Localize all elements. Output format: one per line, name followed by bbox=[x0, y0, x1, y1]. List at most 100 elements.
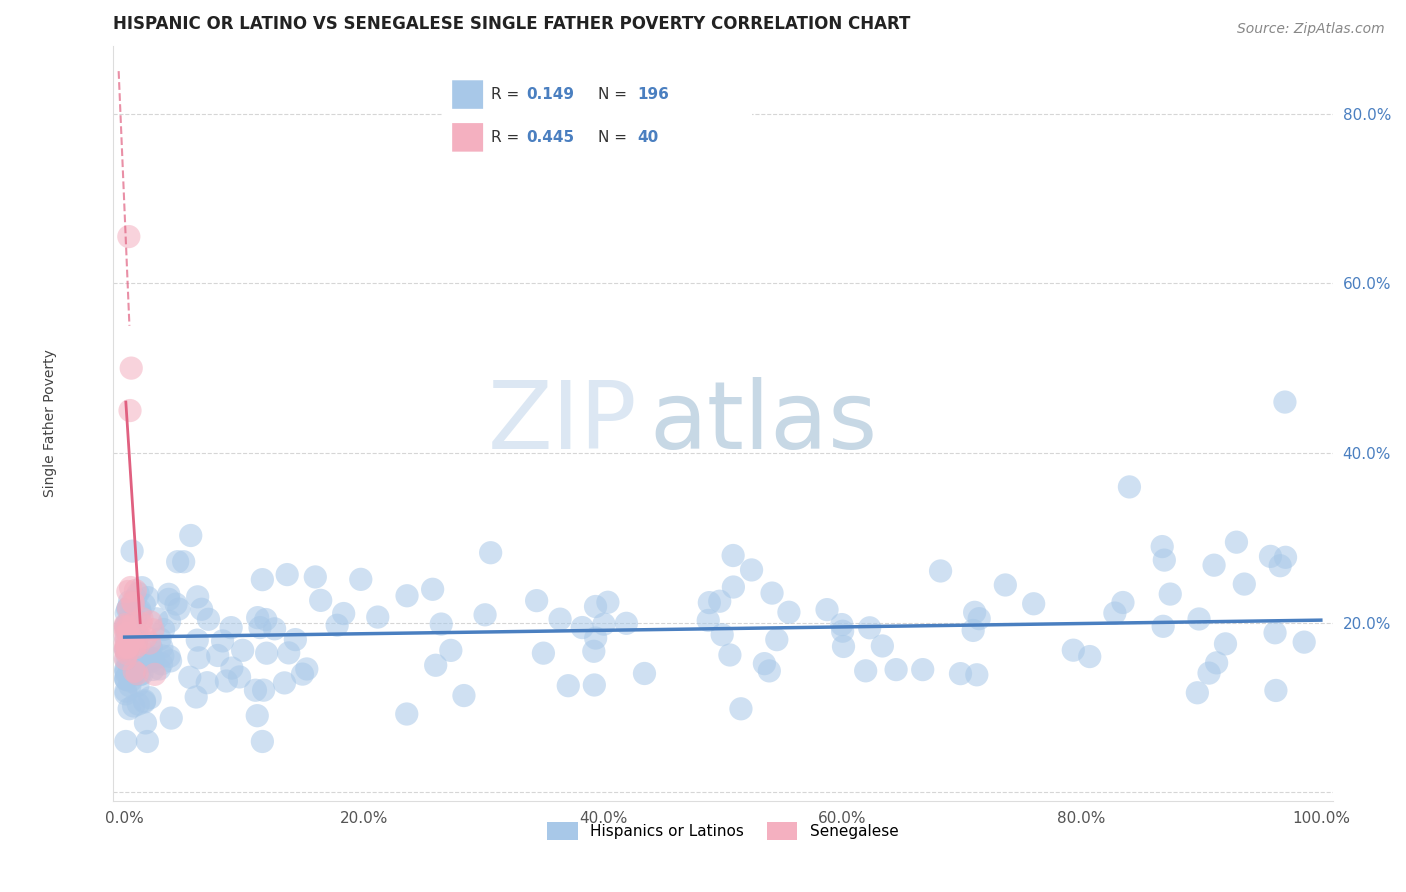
Point bbox=[118, 679, 141, 693]
Point bbox=[125, 661, 148, 675]
Point bbox=[832, 640, 855, 654]
Point bbox=[195, 675, 218, 690]
Point bbox=[1062, 643, 1084, 657]
Point bbox=[124, 583, 146, 598]
Point bbox=[166, 555, 188, 569]
Point bbox=[165, 597, 187, 611]
Point bbox=[139, 651, 162, 665]
Point bbox=[1274, 395, 1296, 409]
Point bbox=[115, 606, 138, 620]
Point bbox=[118, 665, 141, 679]
Point bbox=[122, 698, 145, 713]
Point bbox=[304, 570, 326, 584]
Point bbox=[765, 632, 787, 647]
Point bbox=[219, 621, 242, 635]
Point bbox=[263, 622, 285, 636]
Point bbox=[114, 652, 136, 666]
Point bbox=[1022, 597, 1045, 611]
Point bbox=[1159, 587, 1181, 601]
Point bbox=[128, 628, 150, 642]
Text: N =: N = bbox=[598, 130, 627, 145]
Point bbox=[709, 594, 731, 608]
Point bbox=[422, 582, 444, 597]
Point bbox=[1188, 612, 1211, 626]
Point bbox=[276, 567, 298, 582]
Point bbox=[114, 619, 136, 633]
Point bbox=[136, 734, 159, 748]
Point bbox=[138, 636, 160, 650]
Point bbox=[966, 667, 988, 681]
Point bbox=[117, 654, 139, 668]
Point bbox=[221, 661, 243, 675]
Point bbox=[531, 646, 554, 660]
Point bbox=[122, 665, 145, 679]
Point bbox=[141, 640, 163, 655]
Text: 0.149: 0.149 bbox=[526, 87, 575, 102]
Point bbox=[284, 632, 307, 647]
Point bbox=[831, 624, 853, 639]
Point bbox=[150, 657, 173, 671]
Point bbox=[118, 594, 141, 608]
Point bbox=[114, 673, 136, 687]
Point bbox=[180, 528, 202, 542]
Point bbox=[117, 626, 139, 640]
Point bbox=[152, 623, 174, 637]
Point bbox=[1112, 595, 1135, 609]
Text: 0.445: 0.445 bbox=[526, 130, 575, 145]
Point bbox=[114, 663, 136, 677]
Point bbox=[1152, 540, 1174, 554]
Point bbox=[754, 657, 776, 671]
Point bbox=[120, 630, 142, 644]
Point bbox=[127, 632, 149, 647]
FancyBboxPatch shape bbox=[453, 123, 484, 152]
Point bbox=[118, 614, 141, 628]
Point bbox=[127, 666, 149, 681]
Point bbox=[1274, 550, 1296, 565]
Point bbox=[190, 602, 212, 616]
Point bbox=[332, 607, 354, 621]
Point bbox=[249, 621, 271, 635]
Point bbox=[228, 670, 250, 684]
Point bbox=[758, 664, 780, 678]
Point bbox=[246, 610, 269, 624]
Point bbox=[152, 648, 174, 663]
Point bbox=[118, 403, 141, 417]
Point bbox=[136, 591, 159, 605]
Point bbox=[120, 361, 142, 376]
Point bbox=[295, 662, 318, 676]
Point bbox=[453, 689, 475, 703]
Point bbox=[124, 591, 146, 606]
Point bbox=[246, 708, 269, 723]
Point bbox=[1202, 558, 1225, 573]
Point bbox=[395, 589, 418, 603]
Point bbox=[596, 595, 619, 609]
Point bbox=[134, 695, 156, 709]
Point bbox=[114, 662, 136, 676]
Point bbox=[149, 632, 172, 646]
Point bbox=[256, 646, 278, 660]
Point bbox=[114, 671, 136, 685]
Point bbox=[114, 665, 136, 680]
Point bbox=[252, 683, 274, 698]
Point bbox=[1198, 666, 1220, 681]
Point bbox=[697, 614, 720, 628]
Text: 40: 40 bbox=[638, 130, 659, 145]
Point bbox=[309, 593, 332, 607]
Point bbox=[114, 622, 136, 636]
Point bbox=[115, 647, 138, 661]
Point bbox=[911, 663, 934, 677]
Point bbox=[159, 615, 181, 629]
Point bbox=[395, 706, 418, 721]
Point bbox=[139, 615, 162, 629]
Point bbox=[127, 629, 149, 643]
Point bbox=[141, 654, 163, 668]
Point bbox=[1153, 553, 1175, 567]
Point bbox=[121, 595, 143, 609]
Point bbox=[142, 652, 165, 666]
Point bbox=[831, 617, 853, 632]
Point bbox=[122, 615, 145, 630]
Point bbox=[127, 678, 149, 692]
Point bbox=[122, 634, 145, 648]
Point bbox=[134, 694, 156, 708]
Point bbox=[128, 667, 150, 681]
